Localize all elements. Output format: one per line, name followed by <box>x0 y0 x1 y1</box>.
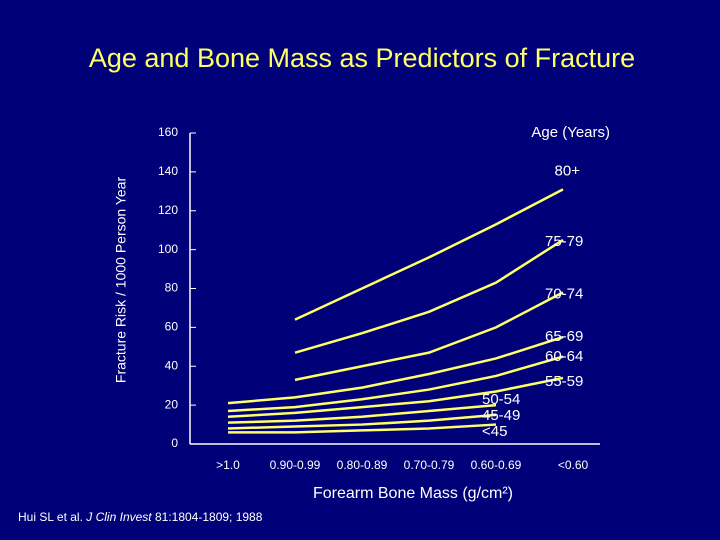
series-line <box>227 403 497 424</box>
y-tick-label: 40 <box>165 358 179 372</box>
y-tick-label: 80 <box>165 281 179 295</box>
line-label: <45 <box>482 423 507 440</box>
series-line <box>228 423 497 434</box>
series-line <box>227 376 564 419</box>
x-tick-label: 0.80-0.89 <box>337 458 388 472</box>
y-tick-label: 160 <box>158 125 178 139</box>
line-label: 45-49 <box>482 407 520 424</box>
line-label: 65-69 <box>545 328 583 345</box>
x-tick-label: <0.60 <box>558 458 589 472</box>
source-authors: Hui SL et al. <box>18 510 83 524</box>
y-tick-label: 120 <box>158 203 178 217</box>
x-tick-label: >1.0 <box>216 458 240 472</box>
chart-title: Age and Bone Mass as Predictors of Fract… <box>89 43 635 73</box>
series-line <box>294 291 564 382</box>
legend-title: Age (Years) <box>531 124 610 141</box>
line-label: 75-79 <box>545 233 583 250</box>
y-tick-label: 0 <box>171 436 178 450</box>
x-axis-label: Forearm Bone Mass (g/cm²) <box>313 485 513 502</box>
series-line <box>227 413 497 430</box>
y-tick-label: 60 <box>165 320 179 334</box>
x-tick-label: 0.90-0.99 <box>270 458 321 472</box>
y-tick-label: 100 <box>158 242 178 256</box>
x-tick-label: 0.60-0.69 <box>471 458 522 472</box>
series-line <box>227 335 564 405</box>
x-tick-label: 0.70-0.79 <box>404 458 455 472</box>
series-line <box>227 355 564 413</box>
line-label: 55-59 <box>545 373 583 390</box>
series-line <box>294 238 564 354</box>
line-label: 80+ <box>555 162 581 179</box>
source: Hui SL et al. J Clin Invest 81:1804-1809… <box>18 510 263 524</box>
source-journal: J Clin Invest <box>85 510 152 524</box>
source-citation: 81:1804-1809; 1988 <box>155 510 263 524</box>
line-label: 50-54 <box>482 391 520 408</box>
y-axis-label: Fracture Risk / 1000 Person Year <box>113 177 129 384</box>
line-label: 60-64 <box>545 348 583 365</box>
line-label: 70-74 <box>545 285 583 302</box>
series-line <box>294 188 564 321</box>
y-tick-label: 140 <box>158 164 178 178</box>
y-tick-label: 20 <box>165 397 179 411</box>
